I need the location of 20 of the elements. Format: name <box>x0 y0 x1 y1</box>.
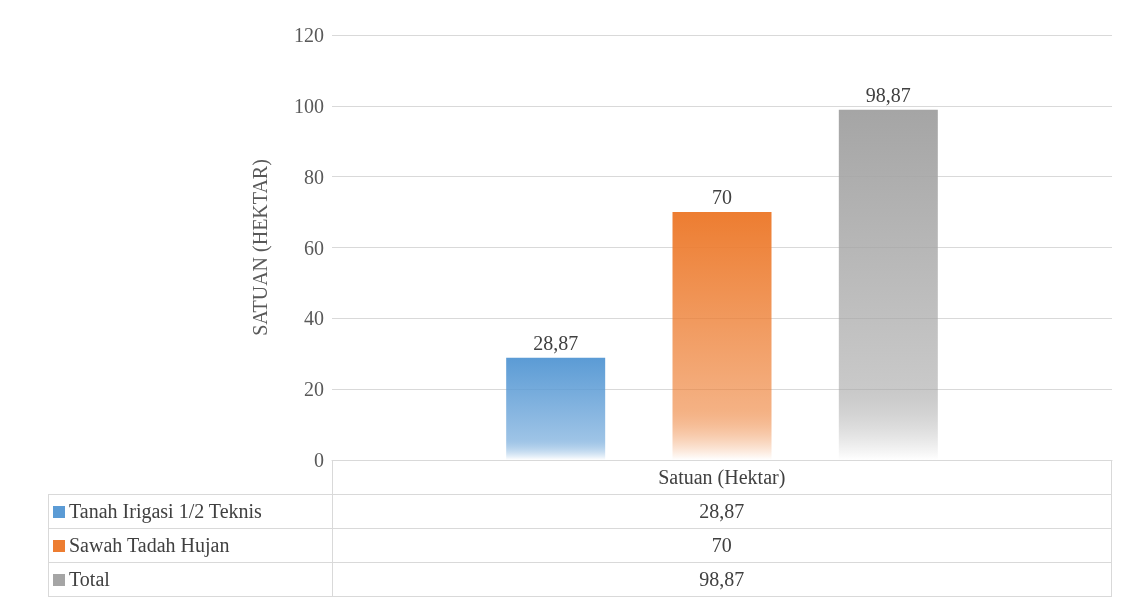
data-label: 28,87 <box>533 331 579 354</box>
y-tick-label: 20 <box>304 378 324 401</box>
data-label: 70 <box>712 186 732 209</box>
text: 70 <box>711 534 732 556</box>
legend-label: Sawah Tadah Hujan <box>48 528 332 563</box>
y-tick-label: 60 <box>304 236 324 259</box>
data-label: 98,87 <box>865 83 911 106</box>
y-axis-title: SATUAN (HEKTAR) <box>249 159 272 336</box>
text: 98,87 <box>699 568 745 590</box>
legend-label: Total <box>48 562 332 597</box>
y-tick-label: 120 <box>294 24 324 46</box>
legend-label: Tanah Irigasi 1/2 Teknis <box>48 494 332 529</box>
bar <box>506 357 606 460</box>
y-tick-label: 100 <box>294 94 324 117</box>
y-tick-label: 80 <box>304 165 324 188</box>
x-tick-label: Satuan (Hektar) <box>332 460 1112 495</box>
bar <box>672 212 772 460</box>
text: 28,87 <box>699 500 745 522</box>
y-tick-label: 0 <box>314 449 324 471</box>
y-tick-label: 40 <box>304 307 324 330</box>
